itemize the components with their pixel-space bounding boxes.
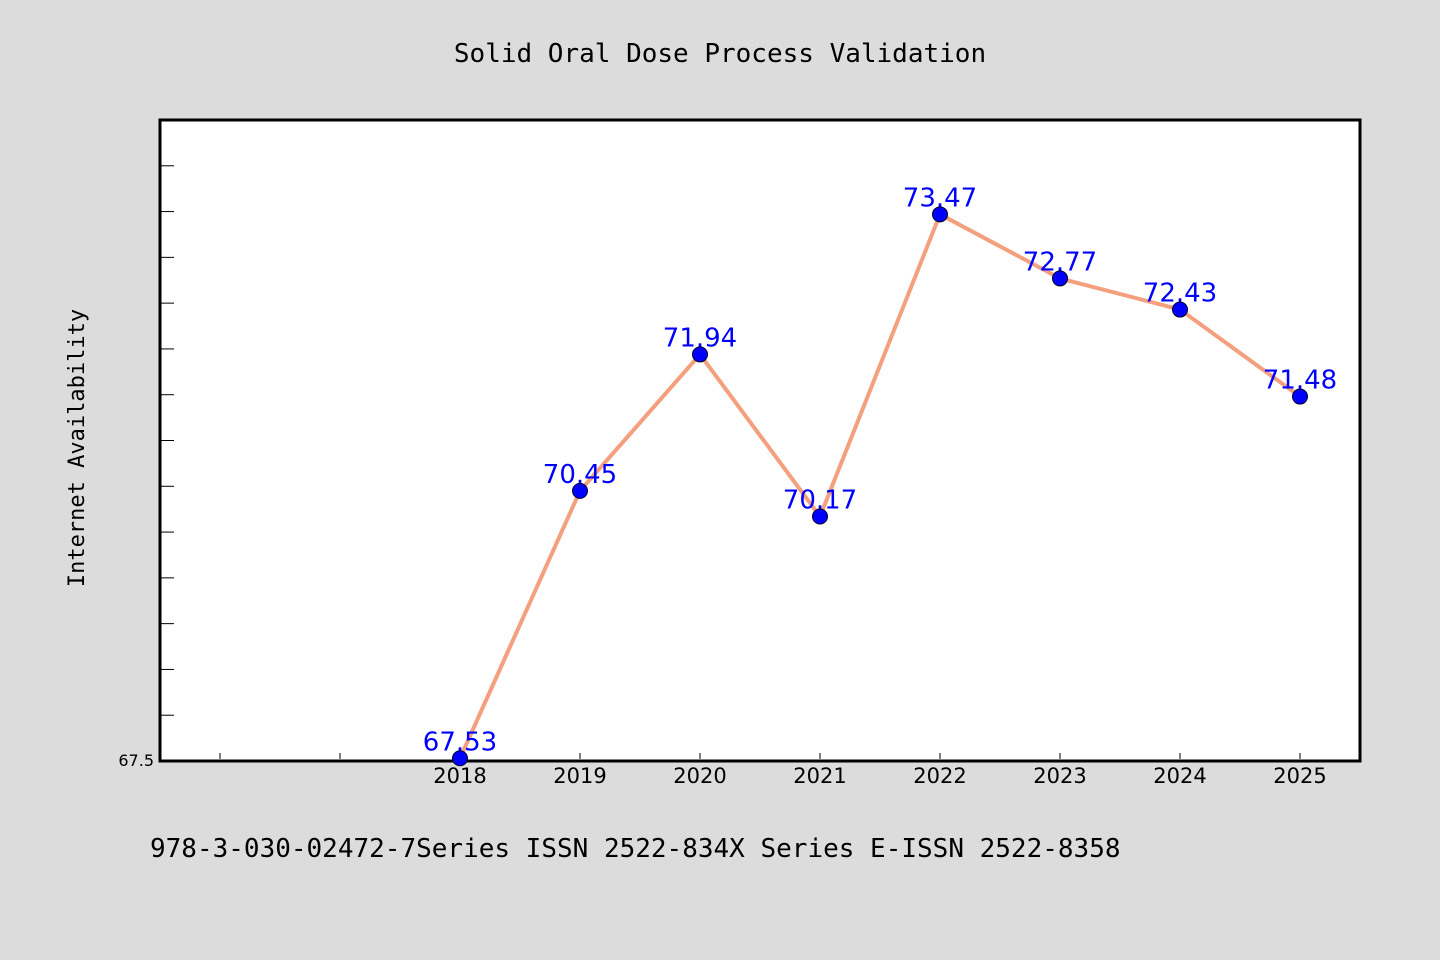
data-label: 72.77 [1023,247,1097,277]
data-point-marker [932,206,948,223]
data-label: 71.94 [663,323,737,353]
data-point-marker [452,750,468,767]
data-point-marker [1292,388,1308,405]
data-point-marker [1172,301,1188,318]
x-tick-label: 2023 [1033,764,1086,788]
data-label: 73.47 [903,183,977,213]
data-point-marker [572,482,588,499]
chart-title: Solid Oral Dose Process Validation [454,39,986,69]
x-tick-label: 2018 [433,764,486,788]
data-point-marker [692,346,708,363]
y-axis-label: Internet Availability [65,309,90,587]
series-line [458,212,1302,760]
x-tick-label: 2019 [553,764,606,788]
data-label: 67.53 [423,727,497,757]
data-label: 70.17 [783,486,857,516]
data-label: 71.48 [1263,366,1337,396]
x-tick-label: 2024 [1153,764,1206,788]
data-point-marker [1052,270,1068,287]
x-tick-label: 2022 [913,764,966,788]
y-tick-label: 67.5 [118,751,154,770]
data-point-marker [812,508,828,525]
footnote-isbn: 978-3-030-02472-7Series ISSN 2522-834X S… [150,834,1121,864]
data-label: 70.45 [543,460,617,490]
plot-area [158,118,1362,763]
data-label: 72.43 [1143,279,1217,309]
x-tick-label: 2020 [673,764,726,788]
x-tick-label: 2021 [793,764,846,788]
x-tick-label: 2025 [1273,764,1326,788]
